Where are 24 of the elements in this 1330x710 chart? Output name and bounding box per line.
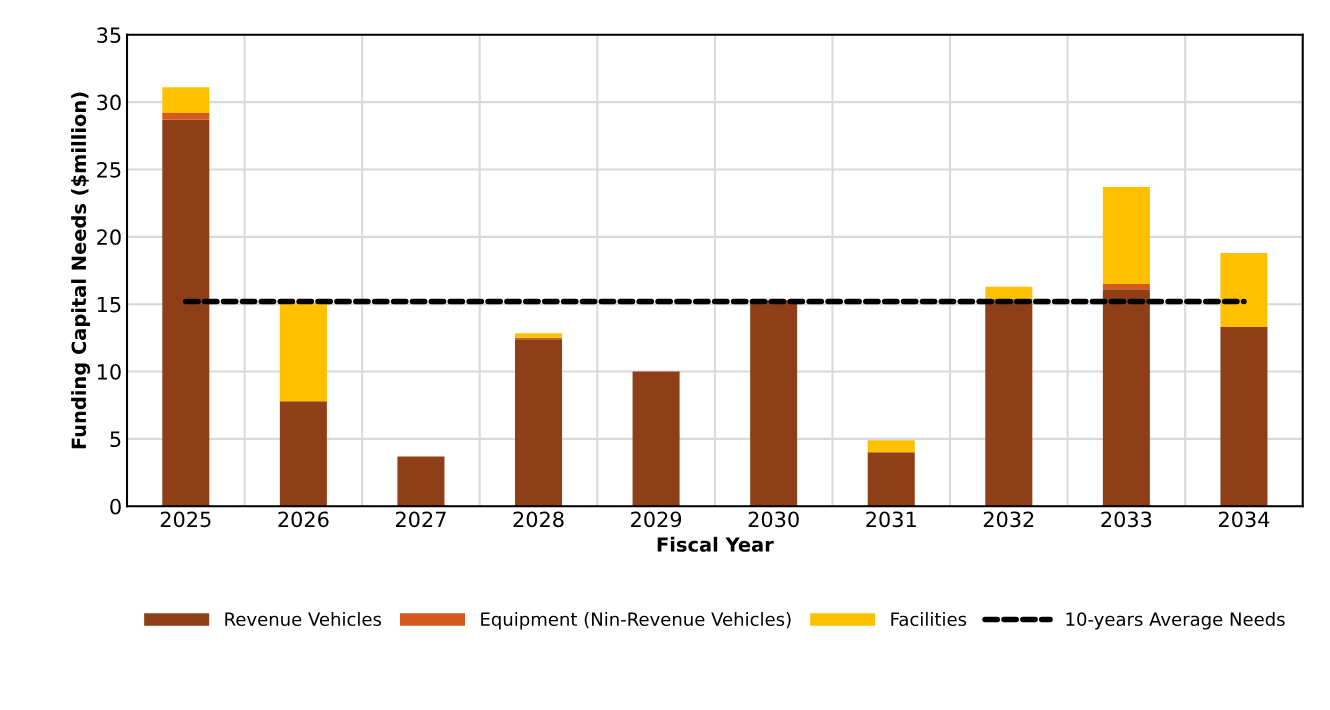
- y-tick-label: 5: [110, 431, 121, 448]
- x-tick-label: 2033: [1101, 511, 1152, 528]
- x-tick-label: 2032: [983, 511, 1034, 528]
- legend-label: Facilities: [891, 612, 967, 627]
- x-axis-title: Fiscal Year: [657, 536, 774, 552]
- x-tick-label: 2029: [631, 511, 682, 528]
- x-tick-label: 2030: [748, 511, 799, 528]
- x-tick-label: 2034: [1218, 511, 1270, 528]
- x-tick-label: 2026: [278, 511, 329, 528]
- y-tick-label: 0: [110, 498, 121, 515]
- y-tick-label: 20: [97, 229, 121, 246]
- x-tick-label: 2025: [160, 511, 211, 528]
- x-tick-label: 2027: [395, 511, 446, 528]
- y-tick-label: 30: [97, 94, 121, 111]
- y-tick-label: 35: [97, 27, 121, 43]
- legend-label: 10-years Average Needs: [1066, 612, 1285, 630]
- legend-label: Revenue Vehicles: [225, 612, 382, 627]
- y-tick-label: 25: [97, 161, 121, 178]
- x-tick-label: 2031: [866, 511, 916, 528]
- y-tick-label: 10: [97, 363, 121, 380]
- y-axis-title: Funding Capital Needs ($million): [71, 92, 91, 449]
- x-tick-label: 2028: [513, 511, 564, 528]
- legend-label: Equipment (Nin-Revenue Vehicles): [481, 612, 791, 630]
- y-tick-label: 15: [97, 296, 121, 313]
